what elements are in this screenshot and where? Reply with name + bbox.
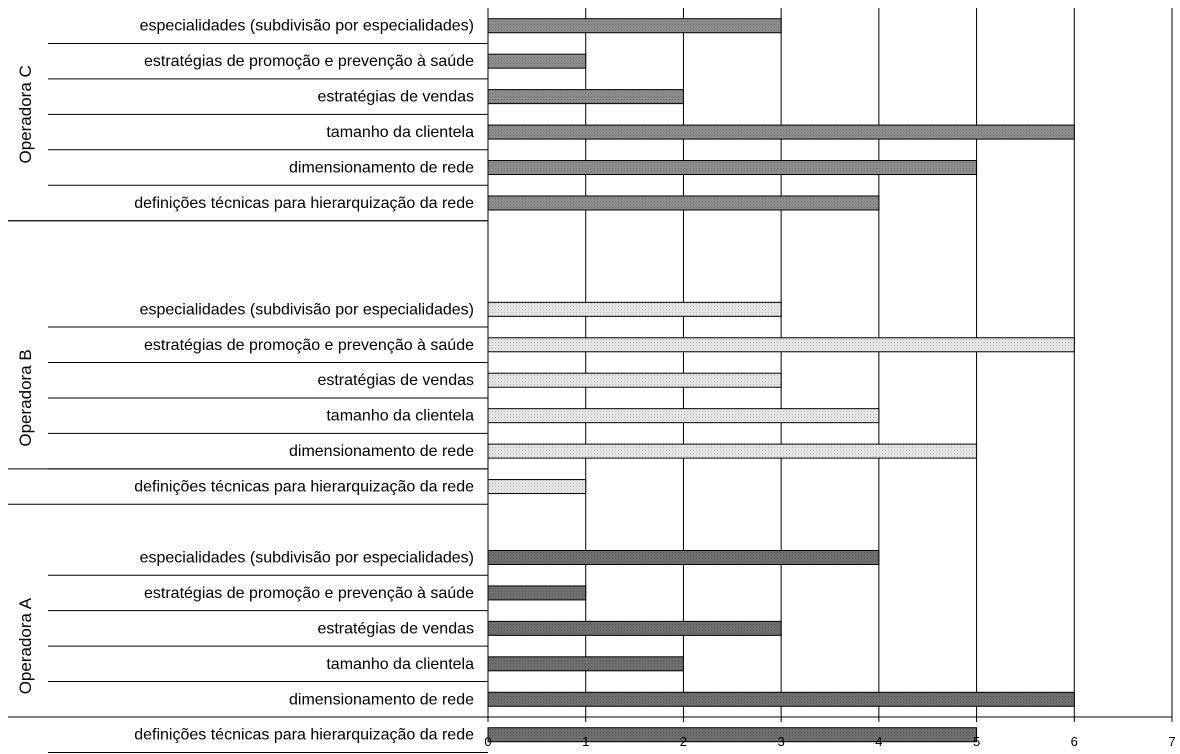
group-label: Operadora C [16, 65, 35, 163]
bar-texture [488, 302, 782, 317]
bar-texture [488, 585, 586, 600]
category-label: especialidades (subdivisão por especiali… [140, 301, 474, 318]
category-label: dimensionamento de rede [289, 691, 474, 708]
bar-texture [488, 550, 879, 565]
category-label: estratégias de promoção e prevenção à sa… [144, 337, 474, 354]
category-label: estratégias de promoção e prevenção à sa… [144, 53, 474, 70]
x-tick-label: 3 [778, 734, 785, 749]
x-tick-label: 0 [484, 734, 491, 749]
x-tick-label: 5 [973, 734, 980, 749]
category-label: dimensionamento de rede [289, 443, 474, 460]
bar-texture [488, 692, 1075, 707]
bar-texture [488, 89, 684, 104]
bar-texture [488, 621, 782, 636]
bar-texture [488, 727, 977, 742]
bars [487, 18, 1075, 743]
bar-texture [488, 373, 782, 388]
bar-texture [488, 54, 586, 69]
category-label: estratégias de vendas [317, 89, 474, 106]
x-tick-label: 6 [1071, 734, 1078, 749]
category-label: definições técnicas para hierarquização … [134, 727, 474, 744]
category-label: definições técnicas para hierarquização … [134, 479, 474, 496]
category-label: tamanho da clientela [326, 124, 474, 141]
axes: 0 1 2 3 4 5 6 7 [8, 8, 1176, 753]
bar-texture [488, 479, 586, 494]
bar-texture [488, 195, 879, 210]
x-tick-label: 1 [582, 734, 589, 749]
x-tick-label: 2 [680, 734, 687, 749]
category-label: estratégias de promoção e prevenção à sa… [144, 585, 474, 602]
bar-texture [488, 160, 977, 175]
bar-texture [488, 125, 1075, 140]
bar-texture [488, 18, 782, 33]
category-label: estratégias de vendas [317, 620, 474, 637]
category-label: estratégias de vendas [317, 372, 474, 389]
category-label: especialidades (subdivisão por especiali… [140, 549, 474, 566]
category-label: definições técnicas para hierarquização … [134, 195, 474, 212]
category-label: tamanho da clientela [326, 656, 474, 673]
bar-texture [488, 444, 977, 459]
grid [487, 8, 1173, 717]
category-label: tamanho da clientela [326, 408, 474, 425]
category-labels: Operadora C especialidades (subdivisão po… [16, 18, 474, 744]
category-label: dimensionamento de rede [289, 160, 474, 177]
group-label: Operadora B [16, 349, 35, 446]
bar-texture [488, 337, 1075, 352]
category-label: especialidades (subdivisão por especiali… [140, 18, 474, 35]
bar-texture [488, 408, 879, 423]
x-tick-label: 7 [1168, 734, 1175, 749]
bar-texture [488, 656, 684, 671]
group-label: Operadora A [16, 597, 35, 694]
x-tick-label: 4 [875, 734, 882, 749]
